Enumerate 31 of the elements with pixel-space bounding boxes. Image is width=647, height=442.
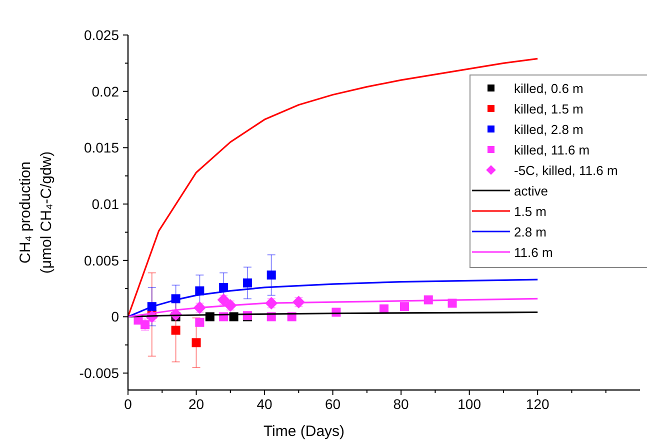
legend-label: killed, 1.5 m xyxy=(514,102,584,116)
x-tick-label: 0 xyxy=(124,396,132,412)
legend-label: 11.6 m xyxy=(514,245,553,260)
legend-label: 1.5 m xyxy=(514,204,547,219)
y-axis-title: CH₄ production (μmol CH₄-C/gdw) xyxy=(17,151,55,274)
legend-label: killed, 2.8 m xyxy=(514,122,584,137)
legend-label: killed, 0.6 m xyxy=(514,81,584,96)
legend-label: killed, 11.6 m xyxy=(514,142,590,158)
x-tick-label: 20 xyxy=(188,396,204,412)
x-tick-label: 100 xyxy=(458,396,482,412)
y-tick-label: 0.02 xyxy=(92,83,120,100)
y-tick-label: -0.005 xyxy=(79,365,120,382)
x-tick-label: 80 xyxy=(393,396,410,412)
y-tick-label: 0.01 xyxy=(92,196,120,212)
y-tick-label: 0.025 xyxy=(84,27,120,43)
x-tick-label: 60 xyxy=(325,396,341,412)
y-tick-label: 0 xyxy=(111,308,120,325)
x-axis-title: Time (Days) xyxy=(263,423,345,440)
point xyxy=(242,278,252,288)
legend-label: 2.8 m xyxy=(514,224,547,240)
point xyxy=(266,270,276,280)
y-tick-label: 0.015 xyxy=(84,140,120,156)
x-tick-label: 40 xyxy=(256,396,273,412)
point xyxy=(400,302,409,312)
point xyxy=(195,318,204,327)
legend-label: active xyxy=(514,184,548,198)
point xyxy=(192,338,201,348)
x-tick-label: 120 xyxy=(526,396,550,412)
point xyxy=(171,326,180,335)
legend-label: -5C, killed, 11.6 m xyxy=(514,163,618,178)
y-tick-label: 0.005 xyxy=(84,252,120,268)
